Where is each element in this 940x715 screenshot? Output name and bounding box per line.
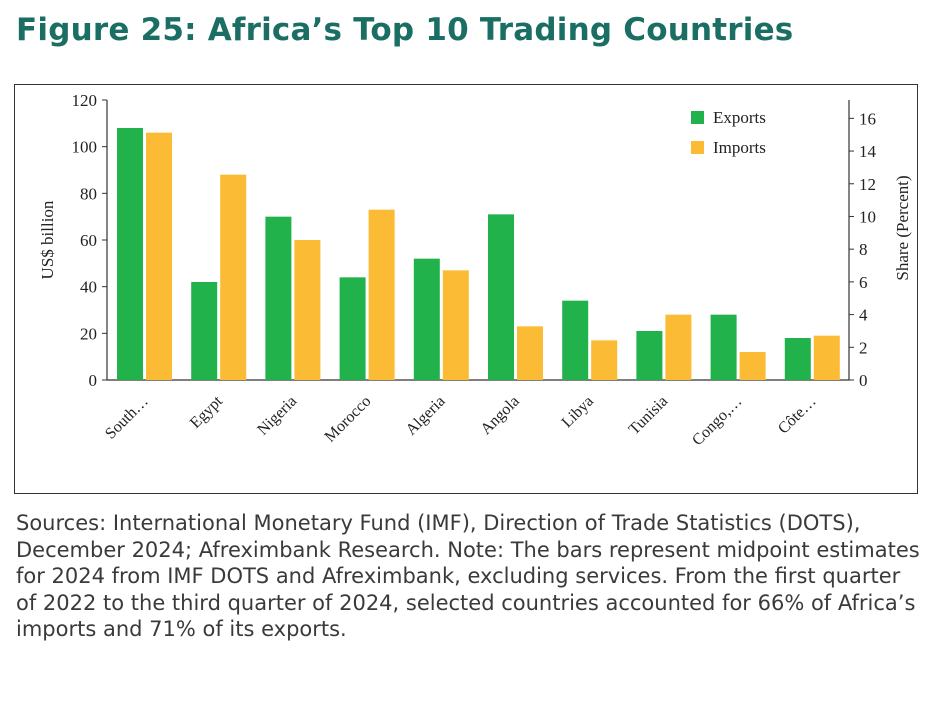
- y-tick-label: 40: [80, 278, 97, 297]
- bar-exports-2: [265, 216, 292, 380]
- bar-imports-0: [146, 132, 172, 380]
- y-tick-label: 0: [89, 371, 98, 390]
- y2-tick-label: 12: [859, 175, 876, 194]
- chart-frame: 0 20 40 60 80 100 120 0 2 4 6 8 10 12 14 16 US$ billion S…: [14, 84, 918, 494]
- bar-imports-9: [813, 335, 840, 380]
- y2-axis-title: Share (Percent): [893, 175, 912, 280]
- bar-exports-7: [636, 331, 663, 380]
- x-tick-label: Nigeria: [254, 393, 300, 439]
- bar-imports-4: [442, 270, 469, 380]
- source-notes: Sources: International Monetary Fund (IM…: [16, 511, 920, 641]
- x-tick-label: Libya: [559, 393, 597, 431]
- legend-swatch-imports: [691, 141, 704, 154]
- y-axis-title: US$ billion: [38, 200, 57, 279]
- y2-tick-label: 16: [859, 109, 876, 128]
- bar-exports-9: [784, 338, 811, 380]
- bar-imports-8: [739, 352, 766, 380]
- x-tick-label: Morocco: [322, 393, 375, 446]
- y-tick-label: 80: [80, 184, 97, 203]
- bar-imports-3: [368, 209, 395, 380]
- legend-label-exports: Exports: [713, 108, 766, 127]
- y-tick-label: 60: [80, 231, 97, 250]
- x-tick-label: Congo,…: [689, 393, 745, 449]
- y2-tick-label: 10: [859, 207, 876, 226]
- y2-tick-label: 0: [859, 371, 868, 390]
- y-tick-label: 20: [80, 324, 97, 343]
- y2-tick-label: 2: [859, 338, 868, 357]
- bar-imports-7: [665, 314, 692, 380]
- x-tick-label: Tunisia: [626, 393, 672, 439]
- x-tick-label: Côte…: [775, 393, 820, 438]
- bar-exports-6: [562, 300, 589, 380]
- x-tick-label: Angola: [477, 393, 522, 438]
- bar-imports-5: [517, 326, 543, 380]
- y2-tick-label: 6: [859, 273, 868, 292]
- y-tick-label: 120: [72, 91, 98, 110]
- bar-imports-2: [294, 240, 321, 380]
- bars: [117, 128, 840, 380]
- y2-tick-label: 4: [859, 306, 868, 325]
- x-tick-label: Algeria: [403, 393, 449, 439]
- y2-tick-label: 14: [859, 142, 877, 161]
- bar-exports-3: [339, 277, 366, 380]
- y-tick-label: 100: [72, 138, 98, 157]
- bar-exports-1: [191, 282, 218, 380]
- bar-exports-8: [710, 314, 737, 380]
- figure-title: Figure 25: Africa’s Top 10 Trading Count…: [16, 12, 794, 48]
- bar-exports-0: [117, 128, 143, 380]
- bar-imports-6: [591, 340, 618, 380]
- legend: Exports Imports: [691, 108, 766, 157]
- x-tick-label: Egypt: [187, 392, 226, 431]
- legend-swatch-exports: [691, 111, 704, 124]
- bar-exports-4: [413, 258, 440, 380]
- y2-tick-label: 8: [859, 240, 868, 259]
- bar-imports-1: [220, 174, 247, 380]
- bar-exports-5: [488, 214, 514, 380]
- x-tick-label: South…: [102, 393, 152, 443]
- legend-label-imports: Imports: [713, 138, 766, 157]
- bar-chart: 0 20 40 60 80 100 120 0 2 4 6 8 10 12 14 16 US$ billion S…: [38, 91, 912, 449]
